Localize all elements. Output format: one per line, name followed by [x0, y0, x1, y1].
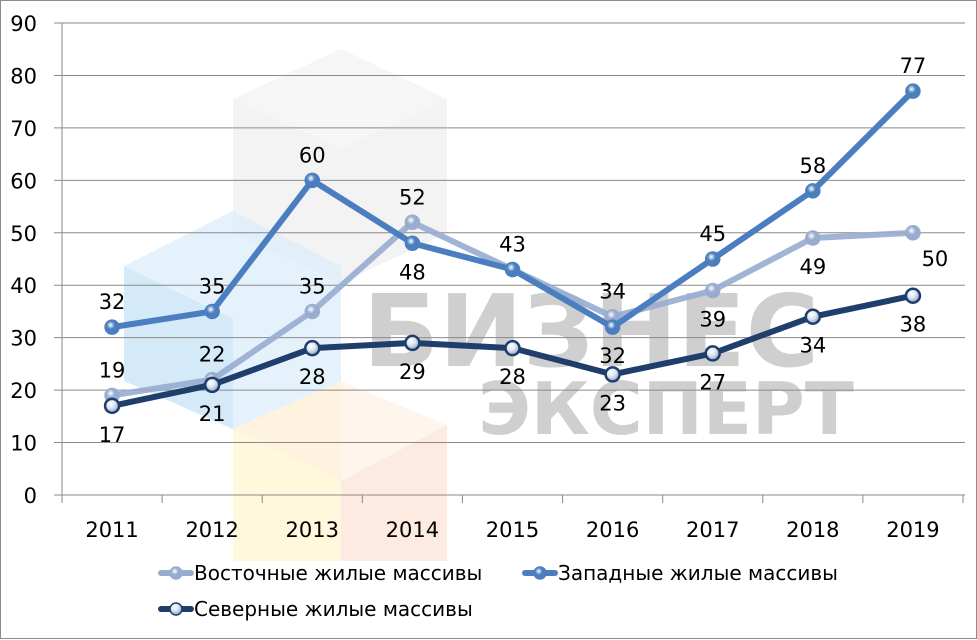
y-tick-label: 40: [10, 274, 37, 298]
legend: Восточные жилые массивы Западные жилые ма…: [158, 561, 838, 621]
x-tick-label: 2015: [486, 518, 539, 542]
data-point-marker[interactable]: [304, 172, 321, 189]
data-point-marker[interactable]: [104, 319, 120, 335]
data-label: 29: [399, 360, 426, 384]
y-tick-label: 70: [10, 117, 37, 141]
y-tick-label: 90: [10, 12, 37, 36]
data-label: 49: [799, 255, 826, 279]
data-point-marker[interactable]: [704, 251, 721, 267]
x-tick-label: 2017: [686, 518, 739, 542]
axes: 2011 2012 2013 2014 2015 2016 2017 2018 2019: [54, 23, 965, 542]
data-point-marker[interactable]: [504, 339, 521, 357]
x-tick-label: 2012: [185, 518, 238, 542]
data-point-marker[interactable]: [804, 308, 822, 325]
legend-item-2[interactable]: Западные жилые массивы: [522, 561, 838, 585]
data-point-marker[interactable]: [404, 235, 421, 252]
data-label: 22: [199, 343, 226, 367]
data-point-marker[interactable]: [103, 397, 121, 415]
data-label: 39: [699, 307, 726, 331]
data-label: 38: [900, 313, 927, 337]
data-point-marker[interactable]: [504, 261, 521, 278]
y-tick-label: 0: [24, 484, 37, 508]
data-point-marker[interactable]: [805, 183, 821, 199]
series-layer: [103, 83, 922, 415]
x-tick-label: 2018: [786, 518, 839, 542]
data-label: 28: [499, 365, 526, 389]
y-tick-label: 60: [10, 169, 37, 193]
data-point-marker[interactable]: [905, 225, 921, 241]
legend-marker-icon: [533, 566, 547, 580]
data-label: 35: [199, 274, 226, 298]
data-label: 60: [299, 143, 326, 167]
data-label: 32: [99, 290, 126, 314]
data-labels: 19 22 35 52 34 39 49 50 32 35 60 48 43 32 45 58 77 17 21 28…: [99, 54, 949, 447]
data-point-marker[interactable]: [304, 339, 321, 357]
data-point-marker[interactable]: [604, 366, 621, 383]
data-point-marker[interactable]: [604, 319, 621, 335]
data-label: 17: [99, 423, 126, 447]
legend-label: Восточные жилые массивы: [194, 561, 482, 585]
data-label: 28: [299, 365, 326, 389]
x-tick-label: 2011: [85, 518, 138, 542]
data-point-marker[interactable]: [704, 345, 721, 362]
data-label: 19: [99, 358, 126, 382]
data-label: 21: [199, 402, 226, 426]
data-label: 52: [399, 185, 426, 209]
data-point-marker[interactable]: [905, 83, 921, 99]
data-label: 77: [900, 54, 927, 78]
legend-marker-icon: [169, 602, 183, 616]
data-point-marker[interactable]: [203, 376, 221, 394]
legend-item-1[interactable]: Восточные жилые массивы: [158, 561, 482, 585]
data-label: 50: [922, 247, 949, 271]
legend-label: Северные жилые массивы: [194, 597, 473, 621]
data-point-marker[interactable]: [704, 282, 721, 299]
data-point-marker[interactable]: [404, 334, 421, 352]
y-tick-label: 10: [10, 432, 37, 456]
data-point-marker[interactable]: [304, 303, 321, 320]
y-tick-label: 20: [10, 379, 37, 403]
y-tick-label: 80: [10, 64, 37, 88]
x-tick-label: 2013: [286, 518, 339, 542]
data-point-marker[interactable]: [904, 287, 922, 304]
y-tick-label: 50: [10, 222, 37, 246]
legend-marker-icon: [169, 566, 183, 580]
gridlines: 0 10 20 30 40 50 60 70 80 90: [10, 12, 965, 508]
data-label: 43: [499, 232, 526, 256]
x-tick-label: 2019: [886, 518, 939, 542]
series-2: [104, 83, 921, 335]
y-tick-label: 30: [10, 327, 37, 351]
data-label: 27: [699, 370, 726, 394]
data-point-marker[interactable]: [805, 230, 821, 246]
data-label: 35: [299, 274, 326, 298]
data-label: 58: [799, 154, 826, 178]
data-point-marker[interactable]: [404, 214, 421, 231]
data-point-marker[interactable]: [204, 303, 220, 320]
series-3: [103, 287, 922, 415]
x-tick-label: 2016: [586, 518, 639, 542]
data-label: 34: [599, 280, 626, 304]
x-tick-label: 2014: [386, 518, 439, 542]
data-label: 45: [699, 222, 726, 246]
legend-label: Западные жилые массивы: [558, 561, 838, 585]
data-label: 32: [599, 344, 626, 368]
legend-item-3[interactable]: Северные жилые массивы: [158, 597, 473, 621]
data-label: 23: [599, 391, 626, 415]
data-label: 48: [399, 260, 426, 284]
watermark-line2: ЭКСПЕРТ: [478, 367, 854, 451]
data-label: 34: [799, 334, 826, 358]
